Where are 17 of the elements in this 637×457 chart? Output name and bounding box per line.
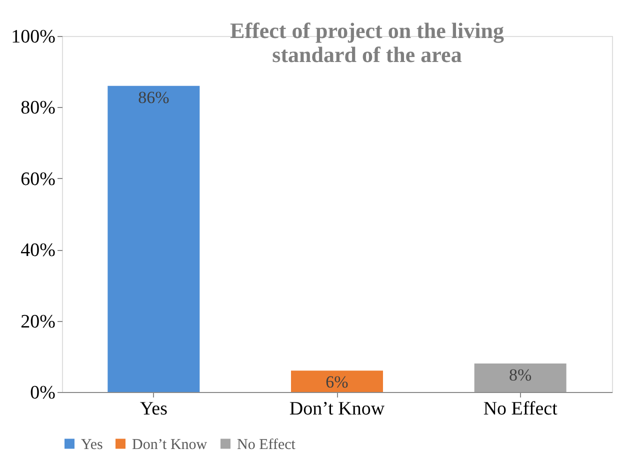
data-label: 6% bbox=[326, 372, 348, 392]
x-tick-label: Yes bbox=[140, 398, 168, 420]
legend-label: Don’t Know bbox=[132, 436, 208, 453]
x-tick-label: Don’t Know bbox=[289, 398, 385, 420]
data-label: 86% bbox=[138, 88, 170, 107]
data-label: 8% bbox=[508, 366, 532, 385]
text: Effect of project on the living bbox=[230, 18, 504, 43]
x-tick-label: No Effect bbox=[483, 398, 558, 420]
y-tick-label: 20% bbox=[20, 311, 56, 332]
legend-label: No Effect bbox=[237, 436, 296, 453]
y-tick-label: 0% bbox=[30, 382, 56, 404]
y-tick-label: 100% bbox=[11, 26, 56, 48]
text: standard of the area bbox=[272, 42, 462, 67]
y-tick-label: 60% bbox=[20, 168, 56, 190]
y-tick-label: 40% bbox=[20, 240, 56, 262]
legend-label: Yes bbox=[81, 436, 103, 453]
y-tick-label: 80% bbox=[20, 98, 56, 119]
